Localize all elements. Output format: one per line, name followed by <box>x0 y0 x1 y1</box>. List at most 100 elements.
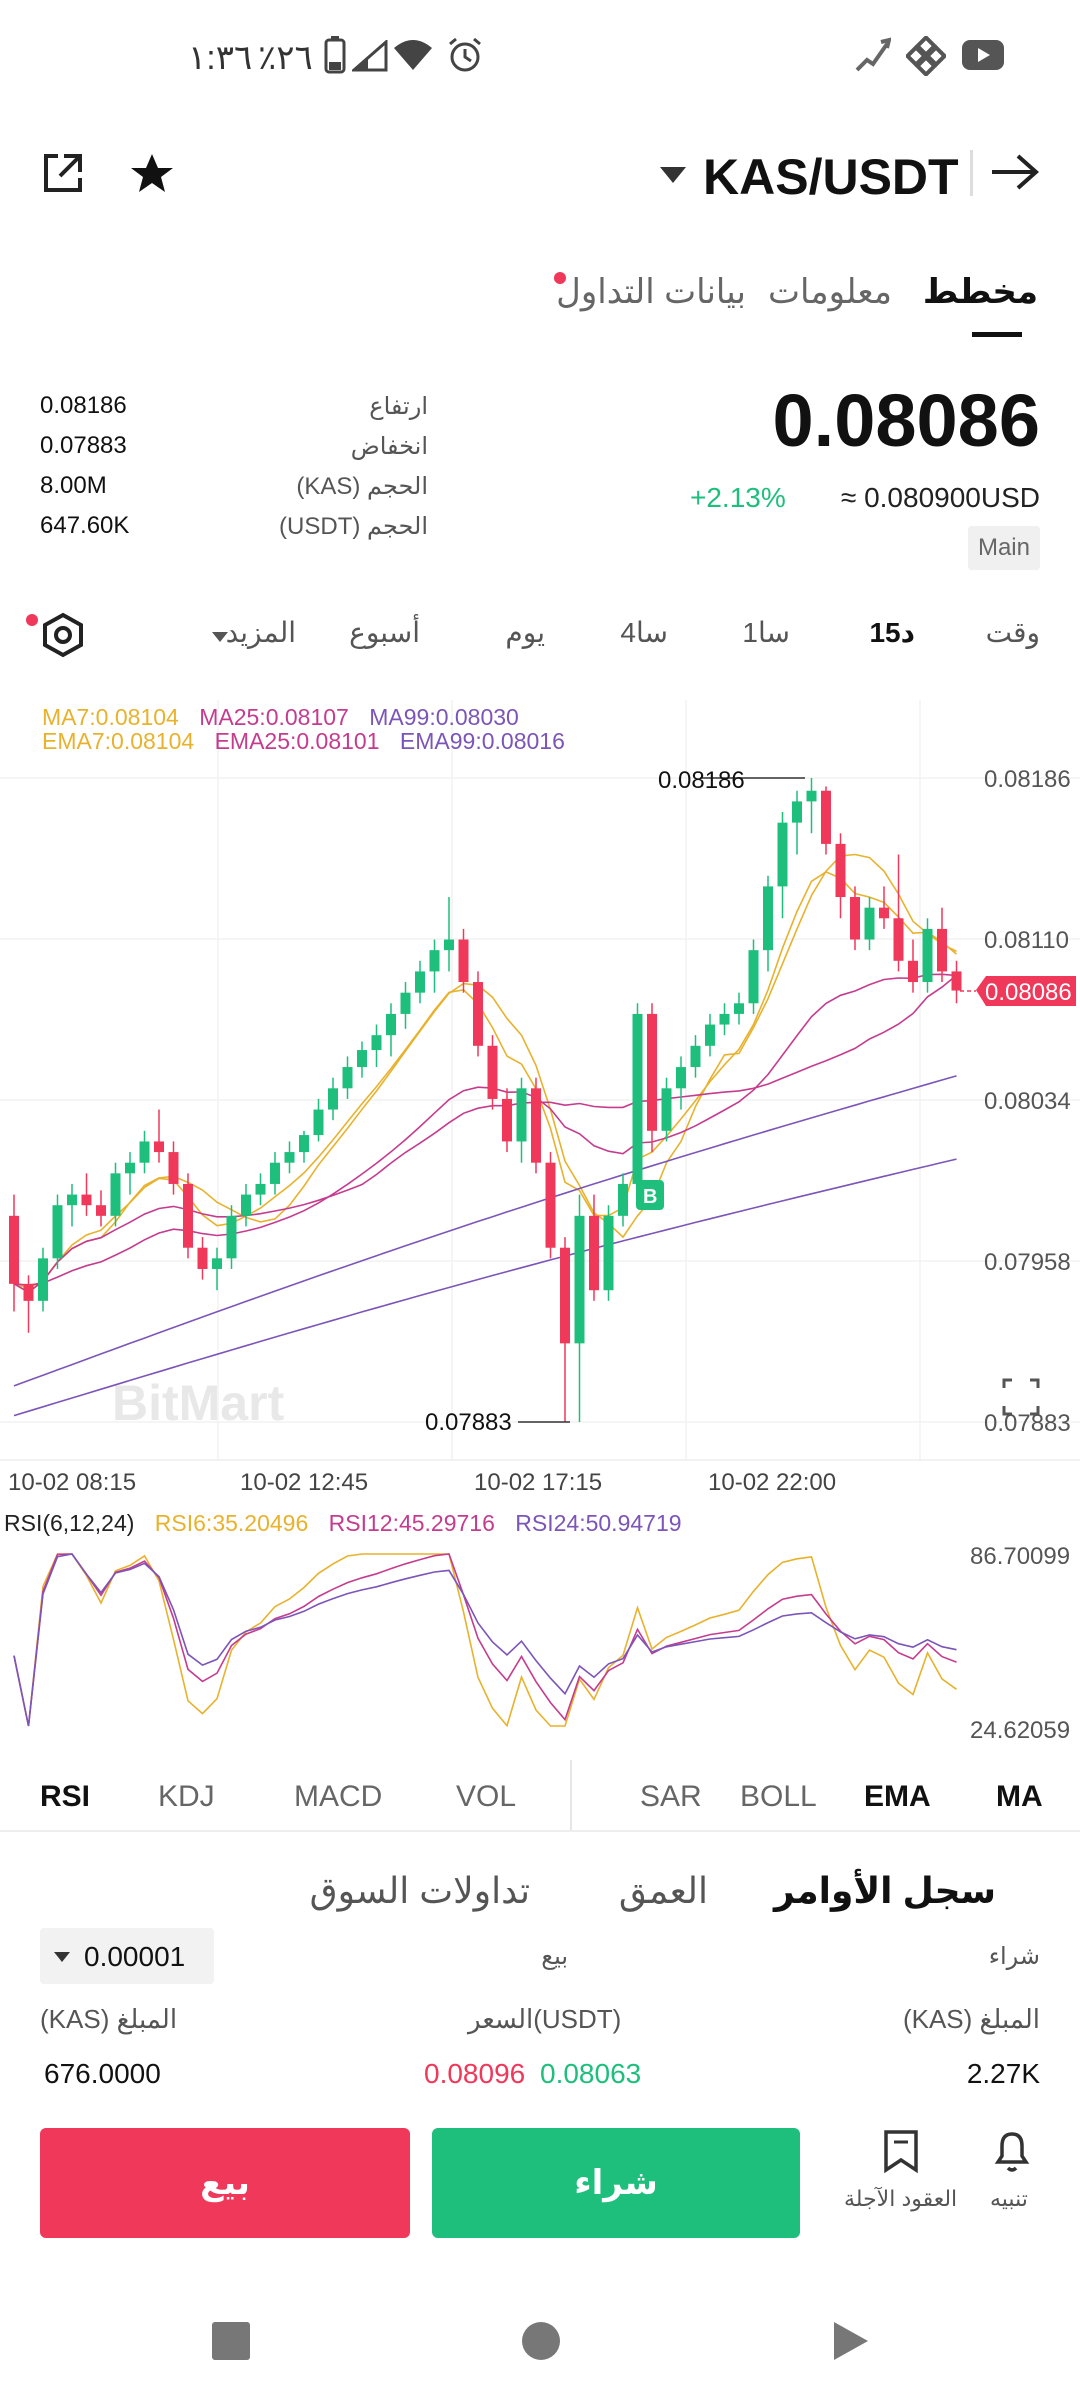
candle-body <box>792 801 802 823</box>
futures-label[interactable]: العقود الآجلة <box>844 2186 958 2211</box>
candle-body <box>371 1035 382 1051</box>
sell-amount-header: المبلغ (KAS) <box>40 2004 178 2034</box>
fullscreen-icon[interactable] <box>1002 1378 1040 1416</box>
candle-body <box>23 1283 34 1301</box>
candle-body <box>661 1088 672 1131</box>
tab-depth[interactable]: العمق <box>618 1870 708 1911</box>
settings-notification-dot <box>26 614 38 626</box>
candle-body <box>284 1152 295 1163</box>
indicator-macd[interactable]: MACD <box>294 1780 383 1813</box>
price-axis: 0.08186 0.08110 0.08034 0.07958 0.07883 <box>984 766 1071 1437</box>
candle-body <box>589 1215 599 1291</box>
back-nav-button[interactable] <box>832 2320 870 2362</box>
candle-body <box>328 1088 338 1110</box>
high-value: 0.08186 <box>40 392 127 419</box>
indicator-sar[interactable]: SAR <box>640 1780 702 1813</box>
candle-body <box>183 1183 193 1248</box>
indicator-rsi[interactable]: RSI <box>40 1780 91 1813</box>
tab-trading-data[interactable]: بيانات التداول <box>556 273 746 311</box>
candlestick-chart[interactable]: BitMart 0.08186 0.08110 0.08034 0.07958 0.07… <box>0 700 1080 1500</box>
candle-body <box>748 950 759 1004</box>
buy-amount: 2.27K <box>966 2058 1040 2089</box>
rsi-line <box>13 1553 957 1728</box>
indicator-ma[interactable]: MA <box>996 1780 1043 1813</box>
candle-body <box>560 1247 570 1344</box>
alert-bell-icon[interactable] <box>990 2128 1034 2174</box>
candle-body <box>864 907 875 940</box>
indicator-ema[interactable]: EMA <box>864 1780 931 1813</box>
chart-settings-icon[interactable] <box>40 612 86 658</box>
precision-select[interactable]: 0.00001 <box>40 1928 214 1984</box>
rsi24-value: RSI24:50.94719 <box>515 1510 682 1536</box>
timeframe-15m[interactable]: 15د <box>869 617 915 648</box>
candle-body <box>226 1215 237 1259</box>
rsi-chart: 86.70099 24.62059 <box>13 1543 1070 1740</box>
indicator-vol[interactable]: VOL <box>456 1780 517 1813</box>
back-arrow-icon[interactable] <box>990 152 1040 192</box>
timeframe-1h[interactable]: 1سا <box>742 617 790 648</box>
candle-body <box>96 1205 106 1216</box>
favorite-star-icon[interactable] <box>130 152 174 194</box>
tab-chart[interactable]: مخطط <box>922 273 1038 311</box>
more-dropdown-icon[interactable] <box>212 632 228 644</box>
low-value: 0.07883 <box>40 432 127 459</box>
futures-bookmark-icon[interactable] <box>882 2128 920 2174</box>
ma99-value: MA99:0.08030 <box>369 704 519 730</box>
tab-market-trades[interactable]: تداولات السوق <box>309 1870 530 1911</box>
indicator-kdj[interactable]: KDJ <box>158 1780 215 1813</box>
price-tick: 0.07958 <box>984 1249 1071 1276</box>
candle-body <box>893 918 904 961</box>
timeframe-4h[interactable]: 4سا <box>620 617 668 648</box>
price-tick: 0.08186 <box>984 766 1071 793</box>
share-icon[interactable] <box>40 150 86 196</box>
precision-dropdown-icon <box>54 1952 70 1962</box>
ma-legend: MA7:0.08104 MA25:0.08107 MA99:0.08030 <box>42 704 519 731</box>
low-marker: 0.07883 <box>425 1409 512 1436</box>
battery-percent: ٪٢٦ <box>258 39 313 77</box>
candle-body <box>951 971 962 991</box>
candle-body <box>270 1162 280 1184</box>
buy-marker: B <box>643 1186 657 1208</box>
pair-title[interactable]: KAS/USDT <box>703 149 959 205</box>
tab-active-indicator <box>972 332 1022 337</box>
ema99-value: EMA99:0.08016 <box>399 728 565 754</box>
candle-body <box>908 960 918 983</box>
timeframe-more[interactable]: المزيد <box>225 617 296 648</box>
candle-body <box>763 886 773 951</box>
recents-nav-button[interactable] <box>212 2322 250 2360</box>
candle-body <box>299 1135 309 1153</box>
timeframe-week[interactable]: أسبوع <box>349 617 420 648</box>
candle-body <box>632 1013 643 1184</box>
candle-body <box>734 1003 744 1014</box>
ma7-value: MA7:0.08104 <box>42 704 179 730</box>
tab-info[interactable]: معلومات <box>767 273 892 311</box>
ema25-value: EMA25:0.08101 <box>214 728 380 754</box>
alert-label[interactable]: تنبيه <box>990 2186 1028 2211</box>
time-tick: 10-02 08:15 <box>8 1469 136 1496</box>
sell-button[interactable]: بيع <box>40 2128 410 2238</box>
rsi-legend: RSI(6,12,24) RSI6:35.20496 RSI12:45.2971… <box>4 1510 682 1537</box>
clock: ١:٣٦ <box>188 39 253 77</box>
alarm-icon <box>449 37 481 72</box>
candle-body <box>603 1215 614 1291</box>
buy-button[interactable]: شراء <box>432 2128 800 2238</box>
candle-body <box>618 1183 628 1216</box>
buy-marker-badge <box>636 1180 664 1210</box>
candle-body <box>647 1013 657 1131</box>
tab-order-book[interactable]: سجل الأوامر <box>773 1870 996 1911</box>
current-price-tag: 0.08086 <box>985 979 1072 1006</box>
timeframe-day[interactable]: يوم <box>505 617 545 648</box>
candle-body <box>922 928 933 983</box>
ma25-value: MA25:0.08107 <box>199 704 349 730</box>
indicator-divider <box>570 1760 572 1832</box>
high-label: ارتفاع <box>369 393 428 420</box>
candle-body <box>705 1024 715 1046</box>
price-header: السعر(USDT) <box>468 2004 622 2034</box>
pair-dropdown-icon[interactable] <box>660 167 686 185</box>
home-nav-button[interactable] <box>522 2322 560 2360</box>
binance-icon <box>906 36 946 76</box>
candle-body <box>502 1098 512 1142</box>
time-tick: 10-02 22:00 <box>708 1469 836 1496</box>
timeframe-time[interactable]: وقت <box>985 617 1040 648</box>
indicator-boll[interactable]: BOLL <box>740 1780 817 1813</box>
